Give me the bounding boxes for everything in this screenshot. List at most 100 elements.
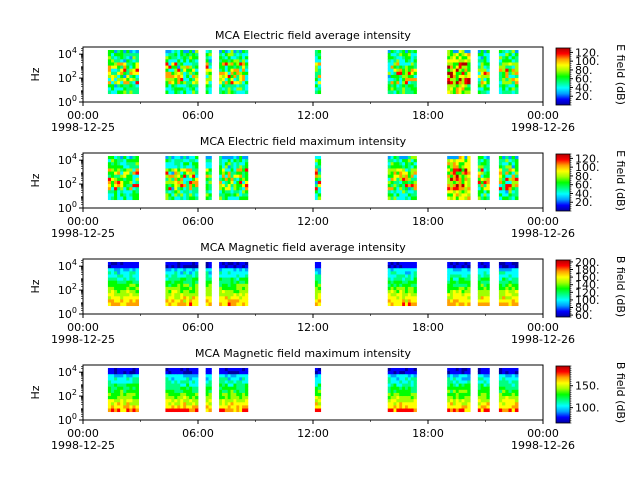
data-block bbox=[107, 155, 139, 201]
data-block bbox=[387, 49, 417, 95]
x-tick-label: 18:00 bbox=[412, 109, 444, 122]
colorbar-tick-label: 80. bbox=[575, 302, 593, 315]
colorbar-tick-label: 60. bbox=[575, 309, 593, 322]
x-tick-label: 12:00 bbox=[297, 215, 329, 228]
data-block bbox=[447, 367, 471, 413]
x-tick-label: 00:00 bbox=[527, 427, 559, 440]
colorbar-label: E field (dB) bbox=[614, 44, 627, 105]
y-tick-label: 100 bbox=[58, 306, 77, 321]
y-tick-label: 104 bbox=[58, 46, 77, 61]
data-block bbox=[314, 49, 322, 95]
y-axis: 100 102 104 Hz bbox=[29, 258, 83, 321]
x-tick-label: 12:00 bbox=[297, 427, 329, 440]
plot-area bbox=[82, 364, 544, 421]
y-tick-label: 104 bbox=[58, 152, 77, 167]
y-axis-label: Hz bbox=[29, 385, 42, 399]
data-block bbox=[205, 49, 212, 95]
x-tick-label: 00:00 bbox=[527, 109, 559, 122]
colorbar-tick-label: 140. bbox=[575, 279, 600, 292]
y-tick-label: 102 bbox=[58, 176, 77, 191]
x-tick-date-label: 1998-12-26 bbox=[511, 227, 575, 240]
x-tick-label: 00:00 bbox=[527, 321, 559, 334]
colorbar-tick-label: 150. bbox=[575, 380, 600, 393]
chart-panel-2: MCA Electric field maximum intensity1001… bbox=[29, 135, 627, 240]
chart-title: MCA Magnetic field average intensity bbox=[200, 241, 406, 254]
colorbar-tick-label: 100. bbox=[575, 55, 600, 68]
y-tick-label: 100 bbox=[58, 412, 77, 427]
colorbar-tick-label: 100. bbox=[575, 161, 600, 174]
chart-panel-3: MCA Magnetic field average intensity 100 1… bbox=[29, 241, 627, 346]
y-tick-label: 102 bbox=[58, 282, 77, 297]
chart-panel-1: MCA Electric field average intensity1001… bbox=[29, 29, 627, 134]
colorbar-tick-label: 40. bbox=[575, 187, 593, 200]
data-block bbox=[107, 367, 139, 413]
data-block bbox=[498, 155, 519, 201]
data-block bbox=[477, 155, 490, 201]
data-block bbox=[165, 155, 199, 201]
data-block bbox=[387, 155, 417, 201]
y-axis: 100 102 104 Hz bbox=[29, 46, 83, 109]
colorbar-gradient bbox=[555, 259, 571, 318]
data-block bbox=[477, 261, 490, 307]
colorbar-tick-label: 160. bbox=[575, 271, 600, 284]
data-block bbox=[387, 261, 417, 307]
chart-title: MCA Magnetic field maximum intensity bbox=[195, 347, 411, 360]
colorbar-tick-label: 80. bbox=[575, 64, 593, 77]
chart-title: MCA Electric field average intensity bbox=[215, 29, 411, 42]
data-block bbox=[477, 49, 490, 95]
y-axis: 100 102 104 Hz bbox=[29, 364, 83, 427]
data-block bbox=[219, 155, 249, 201]
x-tick-date-label: 1998-12-26 bbox=[511, 333, 575, 346]
plot-area bbox=[82, 258, 544, 315]
colorbar: 100. 150. B field (dB) bbox=[555, 362, 627, 424]
colorbar: 60.80.100.120.140.160.180.200. B field (d… bbox=[555, 256, 627, 322]
colorbar-tick-label: 120. bbox=[575, 286, 600, 299]
colorbar-gradient bbox=[555, 365, 571, 424]
y-axis-label: Hz bbox=[29, 173, 42, 187]
y-axis: 100 102 104 Hz bbox=[29, 152, 83, 215]
data-block bbox=[219, 49, 249, 95]
data-block bbox=[314, 367, 322, 413]
x-tick-date-label: 1998-12-25 bbox=[51, 333, 115, 346]
x-tick-label: 18:00 bbox=[412, 215, 444, 228]
colorbar-tick-label: 20. bbox=[575, 90, 593, 103]
colorbar-tick-label: 100. bbox=[575, 294, 600, 307]
data-block bbox=[165, 367, 199, 413]
data-block bbox=[498, 367, 519, 413]
data-block bbox=[314, 261, 322, 307]
colorbar-tick-label: 120. bbox=[575, 46, 600, 59]
data-block bbox=[205, 261, 212, 307]
data-block bbox=[205, 155, 212, 201]
colorbar-label: B field (dB) bbox=[614, 362, 627, 423]
data-block bbox=[498, 49, 519, 95]
x-tick-label: 18:00 bbox=[412, 321, 444, 334]
colorbar-tick-label: 20. bbox=[575, 196, 593, 209]
colorbar-tick-label: 120. bbox=[575, 152, 600, 165]
colorbar-tick-label: 40. bbox=[575, 81, 593, 94]
x-tick-label: 06:00 bbox=[182, 321, 214, 334]
x-tick-label: 06:00 bbox=[182, 109, 214, 122]
x-tick-label: 06:00 bbox=[182, 215, 214, 228]
colorbar-tick-label: 100. bbox=[575, 402, 600, 415]
x-tick-label: 00:00 bbox=[67, 321, 99, 334]
data-block bbox=[498, 261, 519, 307]
colorbar-label: B field (dB) bbox=[614, 256, 627, 317]
data-block bbox=[165, 49, 199, 95]
x-tick-date-label: 1998-12-25 bbox=[51, 121, 115, 134]
y-tick-label: 104 bbox=[58, 364, 77, 379]
y-axis-label: Hz bbox=[29, 279, 42, 293]
data-block bbox=[477, 367, 490, 413]
x-tick-label: 18:00 bbox=[412, 427, 444, 440]
chart-panel-4: MCA Magnetic field maximum intensity 100 1… bbox=[29, 347, 627, 452]
colorbar-tick-label: 180. bbox=[575, 264, 600, 277]
colorbar: 20.40.60.80.100.120. E field (dB) bbox=[555, 150, 627, 212]
y-tick-label: 102 bbox=[58, 70, 77, 85]
data-block bbox=[314, 155, 322, 201]
x-tick-label: 12:00 bbox=[297, 321, 329, 334]
colorbar-tick-label: 60. bbox=[575, 73, 593, 86]
colorbar-tick-label: 200. bbox=[575, 256, 600, 269]
